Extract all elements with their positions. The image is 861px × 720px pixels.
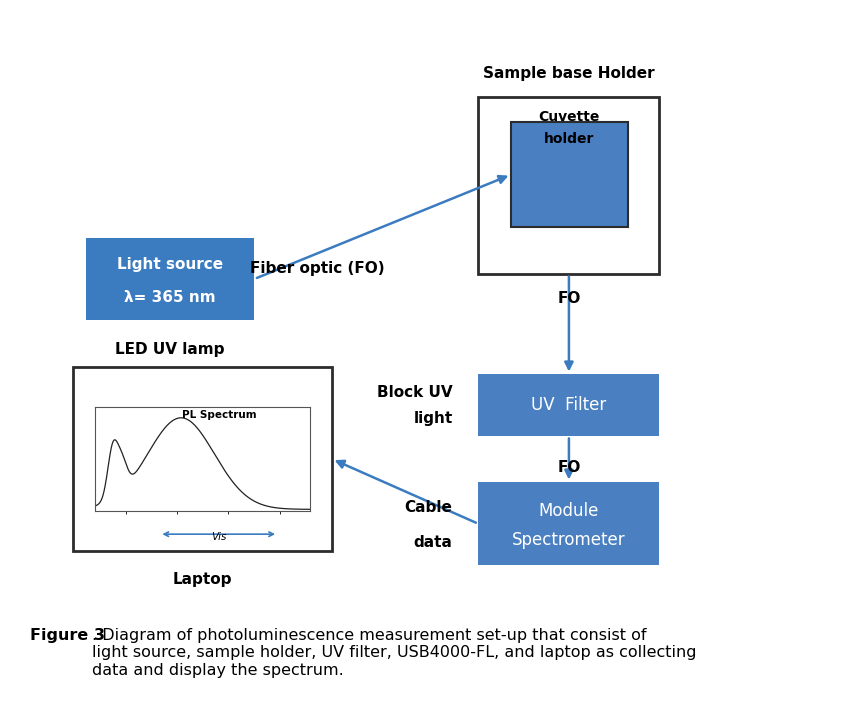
- Text: Spectrometer: Spectrometer: [511, 531, 625, 549]
- Text: LED UV lamp: LED UV lamp: [115, 342, 225, 357]
- Text: Cable: Cable: [404, 500, 452, 515]
- Text: Fiber optic (FO): Fiber optic (FO): [250, 261, 384, 276]
- Text: holder: holder: [543, 132, 593, 146]
- Text: Module: Module: [538, 503, 598, 521]
- Text: Cuvette: Cuvette: [537, 110, 599, 125]
- Text: Sample base Holder: Sample base Holder: [482, 66, 654, 81]
- FancyBboxPatch shape: [478, 97, 659, 274]
- Text: UV  Filter: UV Filter: [530, 396, 606, 414]
- Text: Figure 3: Figure 3: [30, 628, 105, 643]
- Text: Vis: Vis: [211, 531, 226, 541]
- Text: FO: FO: [556, 292, 580, 306]
- Text: light: light: [412, 411, 452, 426]
- FancyBboxPatch shape: [511, 122, 627, 227]
- Text: λ= 365 nm: λ= 365 nm: [124, 289, 216, 305]
- Text: Block UV: Block UV: [376, 385, 452, 400]
- FancyBboxPatch shape: [478, 482, 659, 565]
- Text: FO: FO: [556, 461, 580, 475]
- FancyBboxPatch shape: [478, 374, 659, 436]
- FancyBboxPatch shape: [73, 367, 331, 551]
- Text: Laptop: Laptop: [172, 572, 232, 588]
- Text: Light source: Light source: [117, 256, 223, 271]
- Text: data: data: [413, 534, 452, 549]
- FancyBboxPatch shape: [86, 238, 254, 320]
- Text: PL Spectrum: PL Spectrum: [183, 410, 257, 420]
- Text: . Diagram of photoluminescence measurement set-up that consist of
light source, : . Diagram of photoluminescence measureme…: [92, 628, 696, 678]
